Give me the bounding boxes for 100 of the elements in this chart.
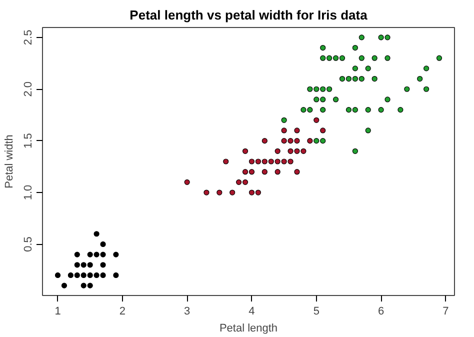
- x-tick-label: 3: [184, 306, 190, 318]
- point: [248, 169, 255, 175]
- point: [372, 76, 378, 82]
- point: [281, 158, 287, 164]
- point: [100, 262, 106, 268]
- point: [242, 179, 248, 185]
- point: [307, 138, 313, 144]
- point: [372, 55, 378, 61]
- point: [384, 96, 390, 102]
- point: [358, 34, 364, 40]
- point: [436, 55, 442, 61]
- point: [100, 241, 106, 248]
- point: [424, 66, 430, 72]
- point: [281, 117, 287, 123]
- point: [87, 282, 93, 288]
- point: [352, 44, 358, 51]
- point: [314, 86, 320, 92]
- point: [262, 158, 268, 164]
- point: [320, 44, 326, 51]
- point: [87, 262, 93, 268]
- point: [204, 190, 210, 196]
- x-tick-label: 7: [442, 306, 449, 318]
- point: [113, 272, 119, 278]
- point: [281, 138, 287, 144]
- point: [332, 55, 339, 61]
- point: [68, 272, 74, 278]
- y-tick-label: 1.0: [22, 184, 34, 200]
- point: [398, 107, 404, 113]
- point: [320, 96, 326, 102]
- point: [358, 55, 364, 61]
- point: [80, 272, 86, 278]
- point: [326, 86, 332, 92]
- point: [248, 190, 255, 196]
- point: [274, 169, 280, 175]
- point: [236, 179, 242, 185]
- point: [80, 262, 86, 268]
- point: [87, 252, 93, 258]
- point: [54, 272, 61, 278]
- point: [94, 231, 100, 237]
- x-tick-label: 5: [313, 306, 320, 318]
- point: [352, 76, 358, 82]
- point: [281, 128, 287, 134]
- point: [320, 55, 326, 61]
- x-tick-label: 6: [378, 306, 384, 318]
- point: [346, 76, 352, 82]
- point: [255, 158, 261, 164]
- point: [288, 148, 294, 154]
- point: [274, 158, 280, 164]
- point: [242, 148, 248, 154]
- point: [94, 272, 100, 278]
- y-tick-label: 1.5: [22, 133, 34, 148]
- point: [294, 148, 300, 154]
- x-tick-label: 2: [119, 306, 126, 318]
- point: [404, 86, 410, 92]
- point: [358, 76, 364, 82]
- point: [300, 148, 306, 154]
- point: [248, 158, 255, 164]
- point: [332, 96, 339, 102]
- y-tick-label: 0.5: [22, 236, 34, 252]
- point: [300, 107, 306, 113]
- point: [384, 34, 390, 40]
- point: [242, 169, 248, 175]
- point: [74, 262, 80, 268]
- point: [223, 158, 229, 164]
- point: [100, 272, 106, 278]
- point: [352, 107, 358, 113]
- point: [352, 66, 358, 72]
- point: [424, 86, 430, 92]
- point: [320, 128, 326, 134]
- point: [320, 86, 326, 92]
- point: [262, 138, 268, 144]
- point: [294, 138, 300, 144]
- point: [94, 252, 100, 258]
- point: [307, 107, 313, 113]
- point: [314, 96, 320, 102]
- point: [268, 158, 274, 164]
- point: [320, 107, 326, 113]
- point: [417, 76, 423, 82]
- point: [307, 86, 313, 92]
- point: [230, 190, 236, 196]
- point: [294, 169, 300, 175]
- point: [100, 252, 106, 258]
- point: [288, 158, 294, 164]
- point: [288, 138, 294, 144]
- point: [326, 55, 332, 61]
- point: [80, 282, 86, 288]
- y-tick-label: 2.5: [22, 30, 34, 46]
- chart-title: Petal length vs petal width for Iris data: [130, 8, 368, 22]
- point: [61, 282, 68, 288]
- point: [346, 107, 352, 113]
- point: [384, 55, 390, 61]
- point: [74, 272, 80, 278]
- point: [352, 148, 358, 154]
- point: [74, 252, 80, 258]
- point: [184, 179, 190, 185]
- point: [216, 190, 222, 196]
- point: [339, 76, 346, 82]
- x-tick-label: 4: [248, 306, 255, 318]
- y-axis-title: Petal width: [4, 134, 16, 188]
- point: [378, 107, 384, 113]
